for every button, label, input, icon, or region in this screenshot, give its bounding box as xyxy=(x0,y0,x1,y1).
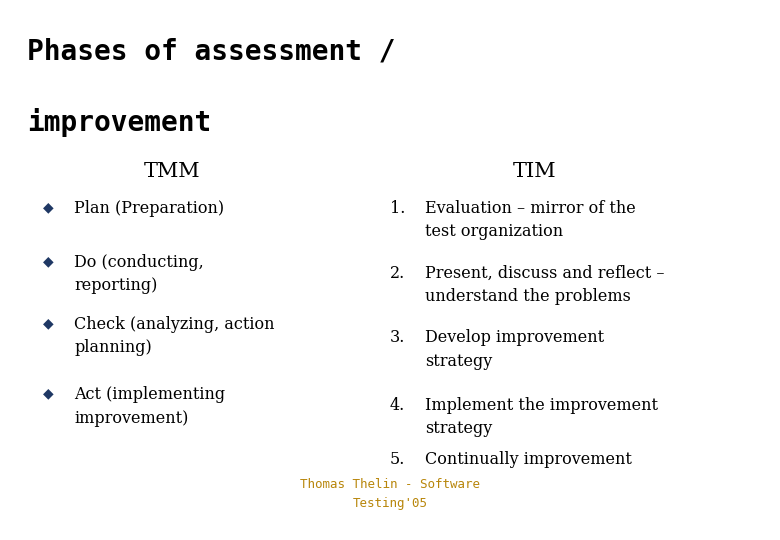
Text: ◆: ◆ xyxy=(43,316,54,330)
Text: 4.: 4. xyxy=(390,397,406,414)
Text: Plan (Preparation): Plan (Preparation) xyxy=(74,200,224,217)
Text: Act (implementing
improvement): Act (implementing improvement) xyxy=(74,386,225,427)
Text: TMM: TMM xyxy=(144,162,200,181)
Text: Do (conducting,
reporting): Do (conducting, reporting) xyxy=(74,254,204,294)
Text: Thomas Thelin - Software
Testing'05: Thomas Thelin - Software Testing'05 xyxy=(300,478,480,510)
Text: TIM: TIM xyxy=(512,162,556,181)
Text: Implement the improvement
strategy: Implement the improvement strategy xyxy=(425,397,658,437)
Text: Phases of assessment /: Phases of assessment / xyxy=(27,38,395,66)
Text: Check (analyzing, action
planning): Check (analyzing, action planning) xyxy=(74,316,275,356)
Text: 1.: 1. xyxy=(390,200,406,217)
Text: Develop improvement
strategy: Develop improvement strategy xyxy=(425,329,604,370)
Text: Evaluation – mirror of the
test organization: Evaluation – mirror of the test organiza… xyxy=(425,200,636,240)
Text: Continually improvement: Continually improvement xyxy=(425,451,632,468)
Text: 2.: 2. xyxy=(390,265,406,281)
Text: ◆: ◆ xyxy=(43,254,54,268)
Text: Present, discuss and reflect –
understand the problems: Present, discuss and reflect – understan… xyxy=(425,265,665,305)
Text: ◆: ◆ xyxy=(43,200,54,214)
Text: 5.: 5. xyxy=(390,451,406,468)
Text: 3.: 3. xyxy=(390,329,406,346)
Text: improvement: improvement xyxy=(27,108,211,137)
Text: ◆: ◆ xyxy=(43,386,54,400)
